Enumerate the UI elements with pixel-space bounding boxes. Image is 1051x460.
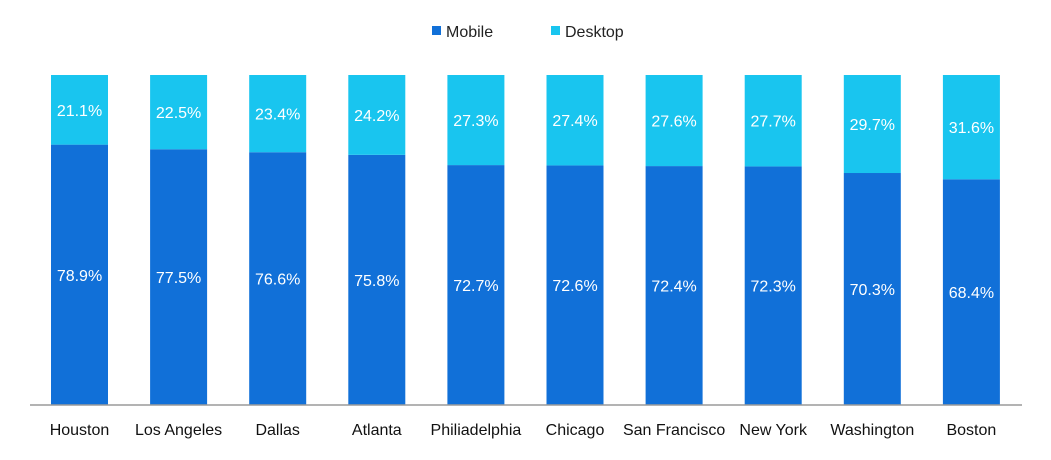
bars: 78.9% 21.1% 77.5% 22.5% 76.6% 23.4% 75.8% 24.2%… [51,75,1000,405]
bar-desktop-philiadelphia [447,75,505,166]
data-label-desktop-dallas: 23.4% [255,107,300,124]
bar-mobile-san-francisco [645,166,703,405]
data-label-desktop-los-angeles: 22.5% [156,105,201,122]
bar-mobile-new-york [744,166,802,405]
data-label-desktop-houston: 21.1% [57,103,102,120]
bar-mobile-washington [843,173,901,405]
category-labels: Houston Los Angeles Dallas Atlanta Philiadel… [50,422,997,439]
category-label-houston: Houston [50,422,110,439]
data-label-mobile-boston: 68.4% [949,285,994,302]
bar-mobile-dallas [249,152,307,405]
data-label-desktop-chicago: 27.4% [552,113,597,130]
bar-desktop-dallas [249,75,307,153]
data-label-mobile-san-francisco: 72.4% [651,279,696,296]
bar-mobile-boston [942,179,1000,405]
data-label-desktop-washington: 29.7% [850,117,895,134]
legend-swatch-desktop [551,26,560,35]
data-label-desktop-san-francisco: 27.6% [651,114,696,131]
category-label-boston: Boston [946,422,996,439]
bar-mobile-chicago [546,165,604,405]
data-label-mobile-dallas: 76.6% [255,272,300,289]
data-label-mobile-houston: 78.9% [57,268,102,285]
bar-desktop-los-angeles [150,75,208,150]
bar-desktop-houston [51,75,108,145]
data-label-mobile-los-angeles: 77.5% [156,270,201,287]
category-label-san-francisco: San Francisco [623,422,725,439]
bar-mobile-los-angeles [150,149,208,405]
data-label-mobile-philiadelphia: 72.7% [453,278,498,295]
bar-desktop-san-francisco [645,75,703,167]
data-label-mobile-new-york: 72.3% [751,279,796,296]
category-label-atlanta: Atlanta [352,422,402,439]
category-label-new-york: New York [739,422,808,439]
data-label-desktop-boston: 31.6% [949,120,994,137]
bar-desktop-chicago [546,75,604,166]
data-label-mobile-washington: 70.3% [850,282,895,299]
category-label-dallas: Dallas [255,422,299,439]
bar-desktop-atlanta [348,75,406,155]
bar-desktop-new-york [744,75,802,167]
data-label-mobile-chicago: 72.6% [552,278,597,295]
data-label-mobile-atlanta: 75.8% [354,273,399,290]
category-label-philiadelphia: Philiadelphia [431,422,522,439]
category-label-chicago: Chicago [546,422,605,439]
data-label-desktop-atlanta: 24.2% [354,108,399,125]
data-label-desktop-philiadelphia: 27.3% [453,113,498,130]
bar-desktop-boston [942,75,1000,180]
bar-mobile-philiadelphia [447,165,505,405]
bar-mobile-atlanta [348,154,406,405]
category-label-los-angeles: Los Angeles [135,422,222,439]
data-label-desktop-new-york: 27.7% [751,114,796,131]
category-label-washington: Washington [830,422,914,439]
legend-swatch-mobile [432,26,441,35]
legend-label-desktop: Desktop [565,24,624,41]
bar-desktop-washington [843,75,901,174]
legend: Mobile Desktop [432,24,624,41]
bar-mobile-houston [51,144,108,405]
legend-label-mobile: Mobile [446,24,493,41]
